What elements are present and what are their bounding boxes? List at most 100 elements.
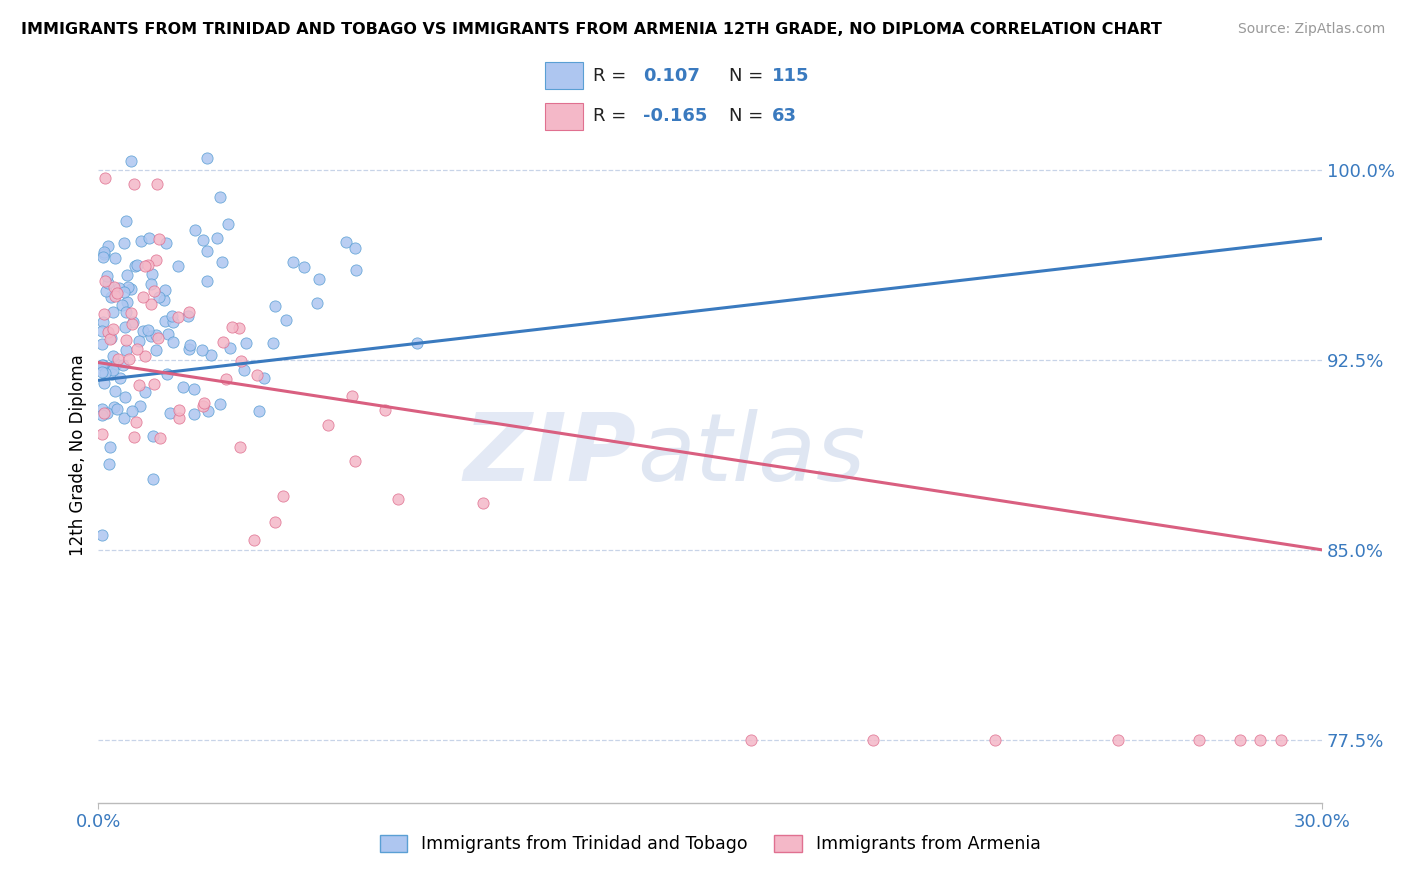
Point: [146, 331, 169, 345]
Point: [134, 349, 156, 363]
Point: [94, 367, 117, 381]
Point: [115, 333, 138, 347]
Point: [263, 298, 285, 312]
Point: [193, 396, 215, 410]
Point: [343, 454, 366, 468]
Point: [195, 274, 218, 288]
Point: [208, 190, 231, 204]
Point: [405, 336, 427, 351]
Point: [91, 408, 114, 422]
Point: [112, 235, 135, 250]
Point: [97, 239, 120, 253]
Point: [122, 430, 145, 444]
Point: [145, 177, 167, 191]
Point: [145, 343, 167, 357]
Point: [91, 365, 114, 379]
Point: [129, 399, 152, 413]
Point: [218, 341, 240, 355]
Point: [125, 343, 148, 357]
Point: [139, 297, 162, 311]
Point: [141, 329, 163, 343]
Point: [120, 282, 142, 296]
Point: [104, 251, 127, 265]
Point: [134, 259, 156, 273]
Point: [114, 319, 136, 334]
Point: [195, 151, 218, 165]
Point: [197, 404, 219, 418]
Point: [96, 406, 118, 420]
Point: [136, 258, 159, 272]
Point: [105, 286, 128, 301]
Point: [138, 323, 160, 337]
Point: [740, 732, 762, 747]
Point: [128, 334, 150, 349]
Point: [124, 259, 146, 273]
Point: [243, 533, 266, 547]
Point: [342, 388, 364, 402]
Point: [247, 404, 270, 418]
Point: [156, 367, 179, 381]
Point: [132, 290, 155, 304]
Point: [316, 417, 339, 432]
Point: [344, 262, 367, 277]
Point: [221, 319, 243, 334]
Point: [245, 368, 267, 383]
Point: [1249, 732, 1271, 747]
Point: [193, 233, 215, 247]
Point: [114, 304, 136, 318]
Point: [118, 352, 141, 367]
Point: [200, 348, 222, 362]
Point: [94, 274, 117, 288]
Text: atlas: atlas: [637, 409, 865, 500]
Point: [177, 310, 200, 324]
Point: [155, 314, 177, 328]
Point: [228, 320, 250, 334]
Point: [104, 357, 127, 371]
Point: [162, 334, 184, 349]
Point: [115, 343, 138, 358]
FancyBboxPatch shape: [544, 62, 582, 89]
Point: [145, 327, 167, 342]
Point: [862, 732, 884, 747]
Point: [305, 295, 328, 310]
Point: [148, 232, 170, 246]
Point: [111, 298, 134, 312]
Point: [111, 359, 134, 373]
Point: [167, 403, 190, 417]
Point: [193, 399, 215, 413]
Point: [98, 440, 121, 454]
Point: [110, 371, 132, 385]
Point: [120, 153, 142, 168]
Point: [984, 732, 1007, 747]
Point: [94, 170, 117, 185]
Point: [172, 380, 194, 394]
Point: [155, 236, 177, 251]
Point: [91, 250, 114, 264]
Point: [103, 280, 125, 294]
Point: [101, 305, 124, 319]
Point: [117, 268, 139, 282]
Text: ZIP: ZIP: [464, 409, 637, 501]
Point: [215, 372, 238, 386]
Point: [93, 245, 115, 260]
Point: [101, 368, 124, 382]
Point: [166, 310, 188, 324]
Point: [142, 429, 165, 443]
Point: [97, 325, 120, 339]
Point: [100, 290, 122, 304]
Point: [143, 284, 166, 298]
Text: IMMIGRANTS FROM TRINIDAD AND TOBAGO VS IMMIGRANTS FROM ARMENIA 12TH GRADE, NO DI: IMMIGRANTS FROM TRINIDAD AND TOBAGO VS I…: [21, 22, 1161, 37]
Point: [91, 527, 114, 541]
Point: [274, 313, 297, 327]
Point: [308, 272, 330, 286]
Point: [127, 258, 149, 272]
Point: [141, 268, 163, 282]
Point: [145, 252, 167, 267]
Text: 0.107: 0.107: [643, 67, 700, 85]
Point: [91, 358, 114, 372]
Point: [139, 277, 162, 292]
Point: [167, 259, 190, 273]
Point: [117, 279, 139, 293]
Point: [183, 382, 205, 396]
Point: [177, 304, 200, 318]
